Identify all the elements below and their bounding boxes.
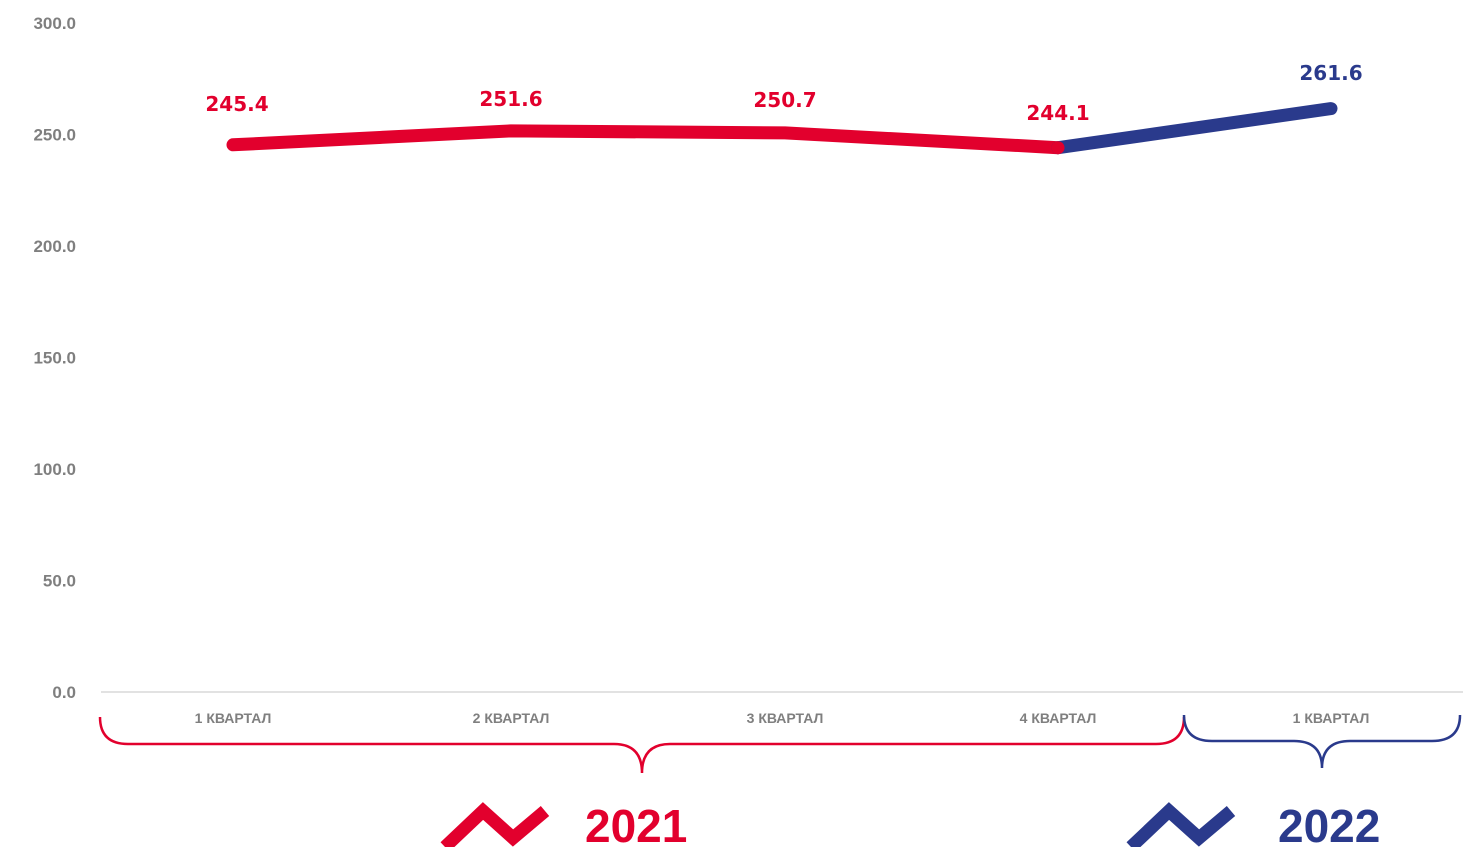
trend-icon (1126, 802, 1236, 847)
x-tick-label: 2 КВАРТАЛ (473, 710, 550, 726)
data-label: 251.6 (479, 87, 542, 111)
y-tick-label: 200.0 (33, 237, 76, 256)
y-tick-label: 100.0 (33, 460, 76, 479)
year-label-2021: 2021 (585, 800, 687, 847)
data-label: 245.4 (205, 92, 268, 116)
data-label: 250.7 (753, 88, 816, 112)
brace-2022 (1182, 714, 1462, 769)
data-labels: 245.4 251.6 250.7 244.1 261.6 (205, 61, 1362, 125)
y-tick-label: 250.0 (33, 126, 76, 145)
year-label-2022: 2022 (1278, 800, 1380, 847)
year-braces (98, 714, 1462, 774)
series-lines (226, 102, 1338, 155)
series-line-2022 (1051, 102, 1338, 155)
x-axis-ticks: 1 КВАРТАЛ 2 КВАРТАЛ 3 КВАРТАЛ 4 КВАРТАЛ 1 КВ… (195, 710, 1370, 726)
trend-icon (440, 802, 550, 847)
brace-2021 (98, 716, 1186, 774)
y-tick-label: 0.0 (52, 683, 76, 702)
x-tick-label: 1 КВАРТАЛ (1293, 710, 1370, 726)
y-tick-label: 150.0 (33, 349, 76, 368)
year-labels: 2021 2022 (440, 800, 1380, 847)
data-label: 261.6 (1299, 61, 1362, 85)
x-tick-label: 4 КВАРТАЛ (1020, 710, 1097, 726)
data-label: 244.1 (1026, 101, 1089, 125)
x-tick-label: 3 КВАРТАЛ (747, 710, 824, 726)
series-line-2021 (226, 124, 1065, 155)
y-axis-ticks: 0.0 50.0 100.0 150.0 200.0 250.0 300.0 (33, 14, 76, 702)
y-tick-label: 50.0 (43, 572, 76, 591)
data-point (1051, 141, 1065, 155)
y-tick-label: 300.0 (33, 14, 76, 33)
x-tick-label: 1 КВАРТАЛ (195, 710, 272, 726)
